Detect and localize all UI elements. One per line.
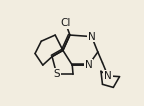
Text: N: N [85, 60, 92, 70]
Text: N: N [88, 32, 95, 42]
Text: N: N [104, 71, 112, 81]
Text: S: S [53, 69, 60, 79]
Text: Cl: Cl [61, 18, 71, 28]
